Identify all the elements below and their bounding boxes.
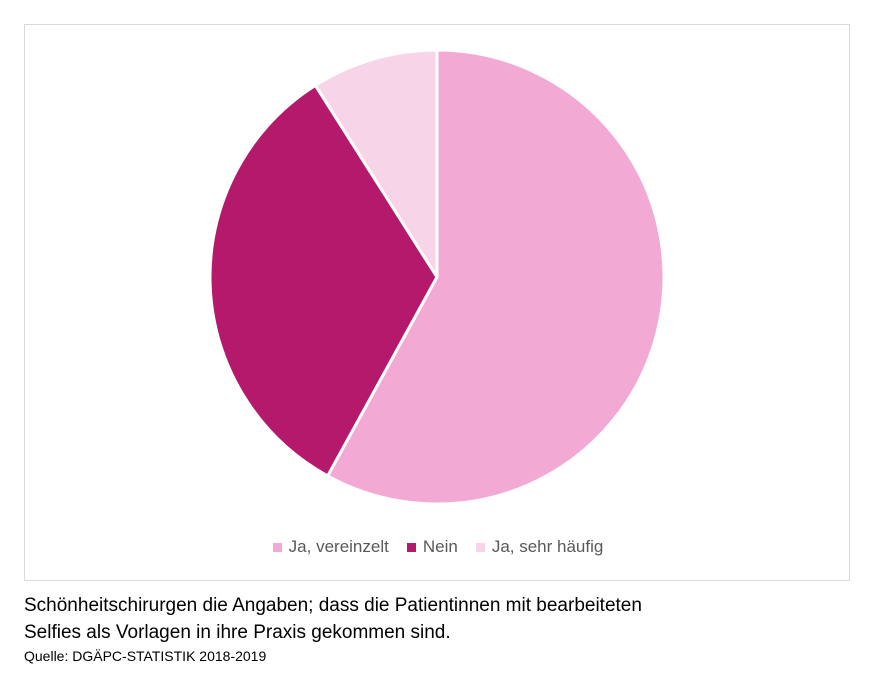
pie-slice-nein [208,83,439,478]
caption-line-1: Schönheitschirurgen die Angaben; dass di… [24,595,642,616]
source-note: Quelle: DGÄPC-STATISTIK 2018-2019 [24,648,267,664]
legend-label-nein: Nein [422,537,458,556]
caption-line-2: Selfies als Vorlagen in ihre Praxis geko… [24,622,451,643]
legend-swatch-ja-sehr-haeufig [475,542,485,552]
legend-label-ja-vereinzelt: Ja, vereinzelt [288,537,389,556]
legend-item-ja-sehr-haeufig: Ja, sehr häufig [475,537,604,557]
pie-slice-ja-sehr-haeufig [313,48,439,279]
legend-label-ja-sehr-haeufig: Ja, sehr häufig [491,537,604,556]
legend-swatch-ja-vereinzelt [272,542,282,552]
chart-legend: Ja, vereinzelt Nein Ja, sehr häufig [0,537,876,557]
legend-item-ja-vereinzelt: Ja, vereinzelt [272,537,389,557]
pie-slice-ja-vereinzelt [326,48,666,506]
legend-swatch-nein [406,542,416,552]
legend-item-nein: Nein [406,537,458,557]
figure-caption: Schönheitschirurgen die Angaben; dass di… [24,592,844,646]
